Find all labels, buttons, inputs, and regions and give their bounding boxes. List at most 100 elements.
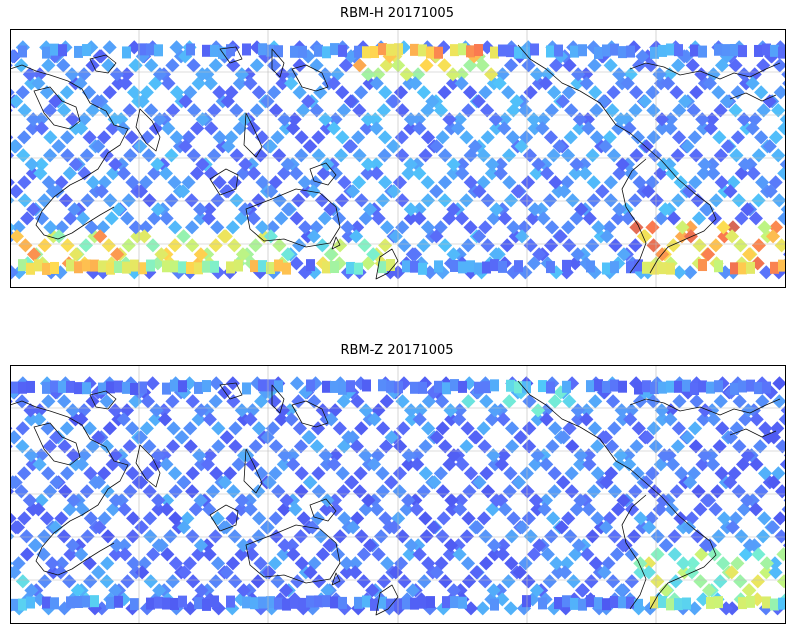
swath-cell [412, 121, 427, 136]
swath-cell [438, 574, 453, 589]
swath-cell [18, 238, 33, 253]
swath-cell [210, 44, 219, 57]
swath-cell [778, 597, 786, 610]
swath-cell [350, 220, 365, 235]
swath-cell [663, 412, 678, 427]
swath-cell [195, 67, 210, 82]
swath-cell [130, 259, 139, 272]
swath-cell [714, 43, 723, 56]
swath-cell [234, 493, 250, 508]
swath-cell [450, 596, 459, 609]
swath-cell [501, 148, 517, 163]
swath-cell [480, 193, 495, 208]
swath-cell [754, 382, 763, 395]
swath-cell [75, 211, 91, 226]
swath-cell [734, 529, 749, 544]
swath-cell [666, 43, 675, 56]
swath-cell [595, 184, 610, 199]
swath-cell [338, 44, 347, 57]
swath-cell [194, 262, 203, 275]
swath-cell [323, 247, 339, 262]
swath-cell [438, 148, 453, 163]
swath-cell [220, 94, 235, 109]
swath-cell [284, 412, 299, 427]
swath-cell [614, 403, 629, 418]
swath-cell [623, 412, 638, 427]
swath-cell [108, 157, 123, 172]
swath-cell [311, 466, 326, 481]
swath-cell [395, 103, 410, 118]
swath-cell [170, 379, 179, 392]
swath-cell [41, 466, 56, 481]
swath-cell [154, 596, 163, 609]
swath-cell [579, 76, 594, 91]
swath-cell [311, 148, 326, 163]
swath-cell [353, 466, 368, 481]
swath-cell [335, 85, 350, 100]
swath-cell [386, 184, 401, 199]
swath-cell [629, 148, 644, 163]
swath-cell [78, 238, 94, 253]
swath-cell [460, 556, 476, 571]
swath-cell [22, 67, 37, 82]
swath-cell [122, 46, 131, 59]
swath-cell [437, 193, 452, 208]
top-map-rbm-h [10, 29, 786, 288]
swath-cell [332, 529, 348, 544]
swath-cell [501, 574, 516, 589]
swath-cell [520, 484, 535, 499]
swath-cell [50, 184, 65, 199]
swath-cell [479, 394, 494, 409]
swath-cell [410, 457, 425, 472]
swath-cell [570, 45, 579, 58]
swath-cell [730, 43, 739, 56]
swath-cell [165, 394, 180, 409]
coastline [89, 390, 117, 410]
swath-cell [578, 598, 587, 611]
swath-cell [202, 202, 217, 217]
swath-cell [493, 157, 508, 172]
swath-cell [125, 175, 140, 190]
swath-cell [490, 598, 499, 611]
swath-cell [184, 220, 200, 235]
swath-cell [99, 574, 114, 589]
coastline [331, 572, 341, 586]
coastlines [10, 380, 781, 616]
swath-cell [770, 598, 779, 611]
swath-cell [392, 175, 408, 190]
swath-cell [450, 379, 459, 392]
swath-cell [503, 193, 519, 208]
swath-cell [251, 484, 266, 499]
swath-cell [195, 157, 210, 172]
swath-cell [289, 166, 304, 181]
swath-cell [628, 238, 643, 253]
swath-cell [674, 380, 683, 393]
swath-cell [698, 380, 707, 393]
coastline [33, 422, 81, 466]
swath-cell [500, 238, 515, 253]
swath-cell [712, 130, 727, 145]
swath-cell [41, 175, 56, 190]
swath-cell [420, 193, 436, 208]
swath-cell [268, 103, 284, 118]
swath-cell [284, 76, 299, 91]
coastline [271, 48, 285, 78]
coastlines [10, 44, 781, 280]
swath-cell [102, 85, 117, 100]
swath-cell [266, 58, 282, 73]
swath-cell [204, 121, 219, 136]
swath-cell [610, 261, 619, 274]
swath-cell [137, 229, 152, 244]
swath-cell [274, 45, 283, 58]
swath-cell [93, 229, 108, 244]
swath-cell [186, 58, 201, 73]
swath-cell [732, 394, 747, 409]
swath-cell [369, 166, 384, 181]
swath-cell [226, 595, 235, 608]
swath-cell [121, 238, 136, 253]
swath-cell [212, 130, 227, 145]
swath-cell [210, 220, 225, 235]
swath-cell [523, 529, 538, 544]
swath-cell [618, 380, 627, 393]
swath-cell [189, 166, 205, 181]
